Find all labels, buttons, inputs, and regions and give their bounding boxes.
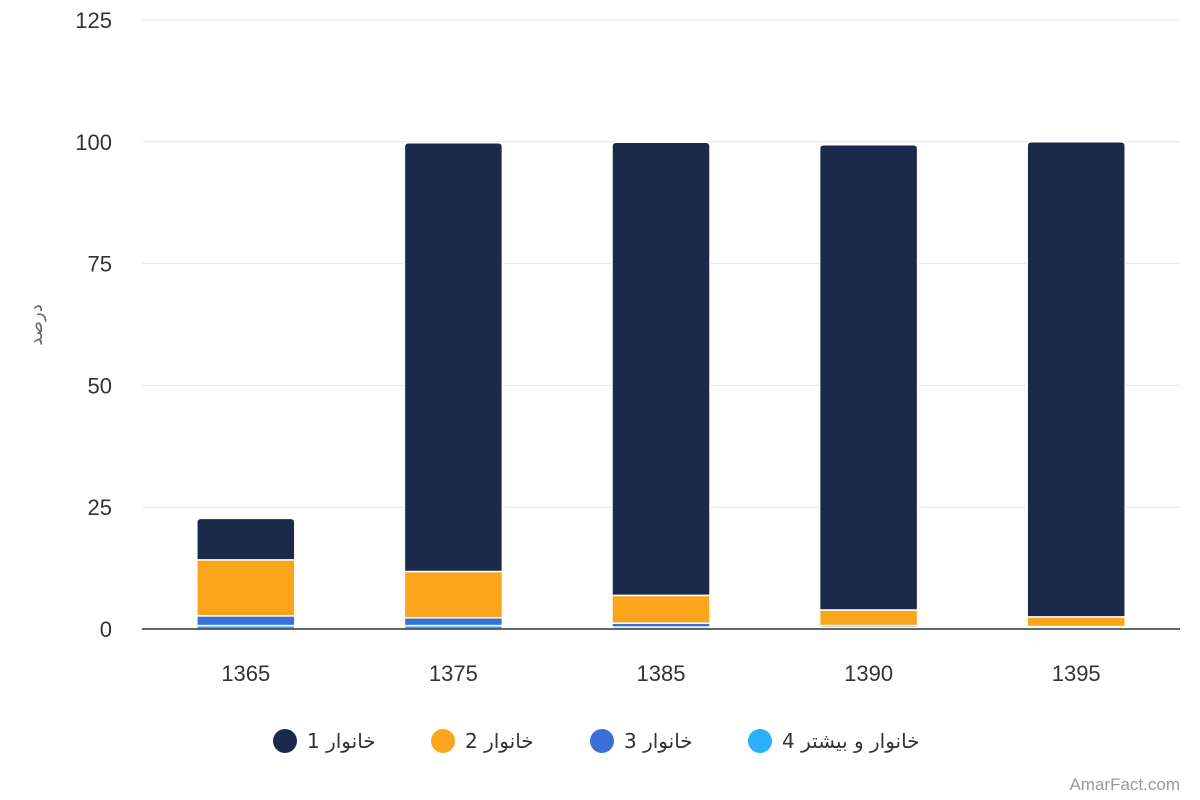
bar-stack-1375[interactable]: [403, 142, 504, 630]
legend-item[interactable]: خانوار 1: [273, 729, 376, 753]
x-tick-label: 1375: [429, 661, 478, 686]
x-tick-label: 1365: [221, 661, 270, 686]
credit-text[interactable]: AmarFact.com: [1069, 775, 1180, 794]
legend-marker: [590, 729, 614, 753]
bar-segment[interactable]: [403, 570, 504, 619]
y-tick-label: 25: [88, 495, 112, 520]
legend-item[interactable]: خانوار 2: [431, 729, 534, 753]
legend-label: خانوار و بیشتر 4: [782, 729, 920, 753]
x-tick-label: 1385: [637, 661, 686, 686]
y-tick-label: 75: [88, 252, 112, 277]
y-tick-label: 0: [100, 617, 112, 642]
legend-item[interactable]: خانوار 3: [590, 729, 693, 753]
x-axis-ticks: 1365 1375 1385 1390 1395: [221, 661, 1100, 686]
y-tick-label: 50: [88, 373, 112, 398]
y-tick-label: 125: [75, 8, 112, 33]
bar-segment[interactable]: [1026, 141, 1126, 618]
bar-segment[interactable]: [1026, 616, 1126, 628]
legend-item[interactable]: خانوار و بیشتر 4: [748, 729, 920, 753]
bar-segment[interactable]: [818, 143, 919, 611]
bar-stack-1390[interactable]: [818, 143, 919, 630]
y-tick-label: 100: [75, 130, 112, 155]
bar-segment[interactable]: [403, 617, 504, 627]
bar-segment[interactable]: [196, 615, 296, 627]
legend-marker: [748, 729, 772, 753]
x-tick-label: 1395: [1052, 661, 1101, 686]
bar-segment[interactable]: [611, 141, 711, 597]
x-tick-label: 1390: [844, 661, 893, 686]
bar-segment[interactable]: [196, 517, 296, 561]
bars: [196, 141, 1126, 630]
legend-marker: [273, 729, 297, 753]
legend-marker: [431, 729, 455, 753]
bar-segment[interactable]: [818, 609, 919, 627]
legend-label: خانوار 3: [624, 729, 693, 753]
y-axis-ticks: 0 25 50 75 100 125: [75, 8, 112, 642]
y-axis-title: درصد: [26, 304, 47, 345]
bar-segment[interactable]: [403, 142, 504, 573]
bar-stack-1385[interactable]: [611, 141, 711, 630]
legend-label: خانوار 2: [465, 729, 534, 753]
bar-segment[interactable]: [611, 594, 711, 624]
legend: خانوار 1 خانوار 2 خانوار 3 خانوار و بیشتر 4: [273, 729, 920, 753]
legend-label: خانوار 1: [307, 729, 376, 753]
bar-stack-1395[interactable]: [1026, 141, 1126, 630]
bar-stack-1365[interactable]: [196, 517, 296, 630]
bar-segment[interactable]: [196, 559, 296, 617]
